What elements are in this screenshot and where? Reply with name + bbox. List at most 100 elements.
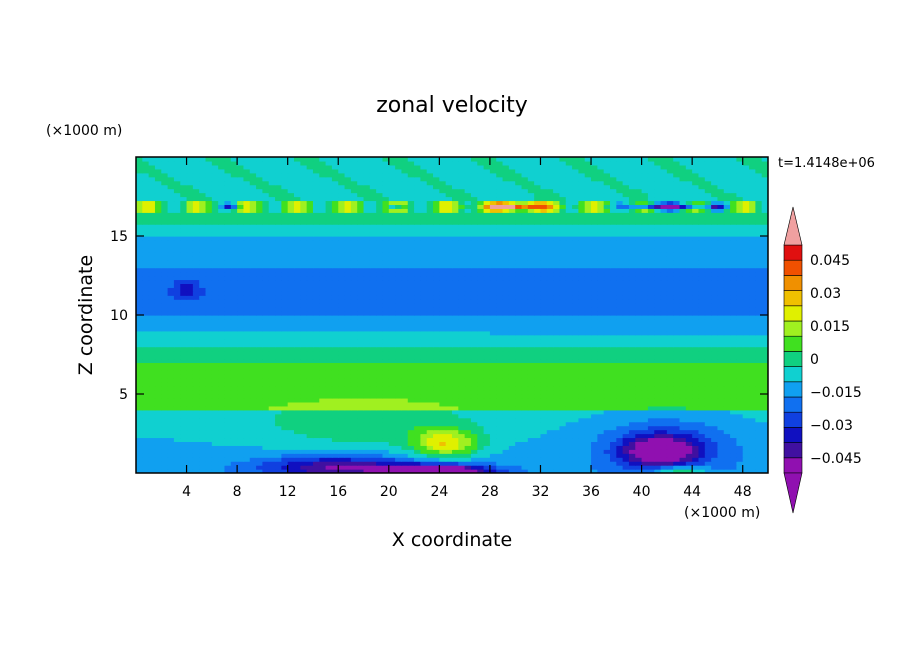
field-cell (382, 334, 390, 340)
field-cell (464, 307, 472, 312)
field-cell (515, 275, 523, 281)
field-cell (470, 449, 478, 454)
field-cell (527, 311, 535, 316)
field-cell (331, 334, 339, 340)
field-cell (508, 322, 516, 328)
field-cell (742, 322, 750, 328)
field-cell (395, 346, 403, 352)
field-cell (584, 318, 592, 324)
field-cell (730, 322, 737, 328)
field-cell (256, 386, 263, 391)
field-cell (616, 461, 624, 466)
field-cell (268, 287, 276, 292)
field-cell (761, 350, 768, 356)
field-cell (578, 453, 586, 458)
field-cell (237, 287, 245, 292)
field-cell (723, 445, 731, 450)
field-cell (749, 409, 756, 415)
field-cell (325, 469, 333, 473)
field-cell (199, 322, 207, 328)
field-cell (673, 334, 681, 340)
field-cell (426, 461, 434, 466)
field-cell (268, 417, 276, 423)
field-cell (230, 417, 238, 423)
field-cell (445, 299, 453, 304)
field-cell (736, 279, 744, 284)
field-cell (521, 425, 529, 431)
field-cell (319, 299, 327, 304)
field-cell (167, 334, 175, 340)
field-cell (515, 326, 523, 332)
field-cell (300, 370, 308, 375)
field-cell (704, 378, 712, 383)
field-cell (211, 465, 219, 470)
field-cell (388, 287, 396, 292)
field-cell (603, 401, 611, 407)
field-cell (268, 374, 276, 379)
field-cell (483, 382, 491, 387)
field-cell (723, 421, 731, 427)
field-cell (388, 378, 396, 383)
field-cell (407, 307, 415, 312)
field-cell (136, 390, 143, 395)
field-cell (761, 322, 768, 328)
field-cell (673, 394, 681, 399)
field-cell (395, 283, 403, 288)
field-cell (186, 401, 194, 407)
field-cell (230, 350, 238, 356)
field-cell (673, 449, 681, 454)
field-cell (464, 425, 472, 431)
field-cell (660, 275, 668, 281)
field-cell (692, 429, 700, 435)
field-cell (186, 461, 194, 466)
field-cell (173, 338, 181, 344)
field-cell (565, 413, 573, 419)
field-cell (319, 469, 327, 473)
field-cell (369, 465, 377, 470)
field-cell (654, 366, 662, 371)
field-cell (433, 382, 440, 387)
field-cell (603, 469, 611, 473)
field-cell (591, 315, 598, 320)
field-cell (300, 307, 308, 312)
field-cell (603, 315, 611, 320)
field-cell (167, 283, 175, 288)
field-cell (723, 397, 731, 403)
field-cell (369, 417, 377, 423)
field-cell (736, 326, 744, 332)
field-cell (401, 370, 409, 375)
field-cell (344, 291, 352, 296)
field-cell (660, 401, 668, 407)
field-cell (647, 445, 655, 450)
field-cell (136, 318, 143, 324)
field-cell (470, 326, 478, 332)
field-cell (553, 374, 561, 379)
field-cell (470, 437, 478, 442)
field-cell (717, 449, 725, 454)
field-cell (603, 334, 611, 340)
field-cell (350, 457, 358, 462)
field-cell (742, 338, 750, 344)
field-cell (749, 279, 756, 284)
field-cell (148, 397, 156, 403)
field-cell (641, 405, 649, 411)
field-cell (249, 374, 257, 379)
field-cell (761, 449, 768, 454)
field-cell (249, 330, 257, 336)
field-cell (199, 291, 207, 296)
field-cell (572, 326, 579, 332)
field-cell (445, 342, 453, 348)
field-cell (749, 469, 756, 473)
field-cell (603, 275, 611, 281)
field-cell (369, 346, 377, 352)
field-cell (357, 386, 365, 391)
field-cell (527, 358, 535, 363)
field-cell (546, 362, 554, 367)
field-cell (388, 386, 396, 391)
field-cell (388, 279, 396, 284)
field-cell (654, 318, 662, 324)
field-cell (439, 425, 447, 431)
field-cell (679, 370, 687, 375)
field-cell (654, 354, 662, 360)
field-cell (559, 342, 567, 348)
